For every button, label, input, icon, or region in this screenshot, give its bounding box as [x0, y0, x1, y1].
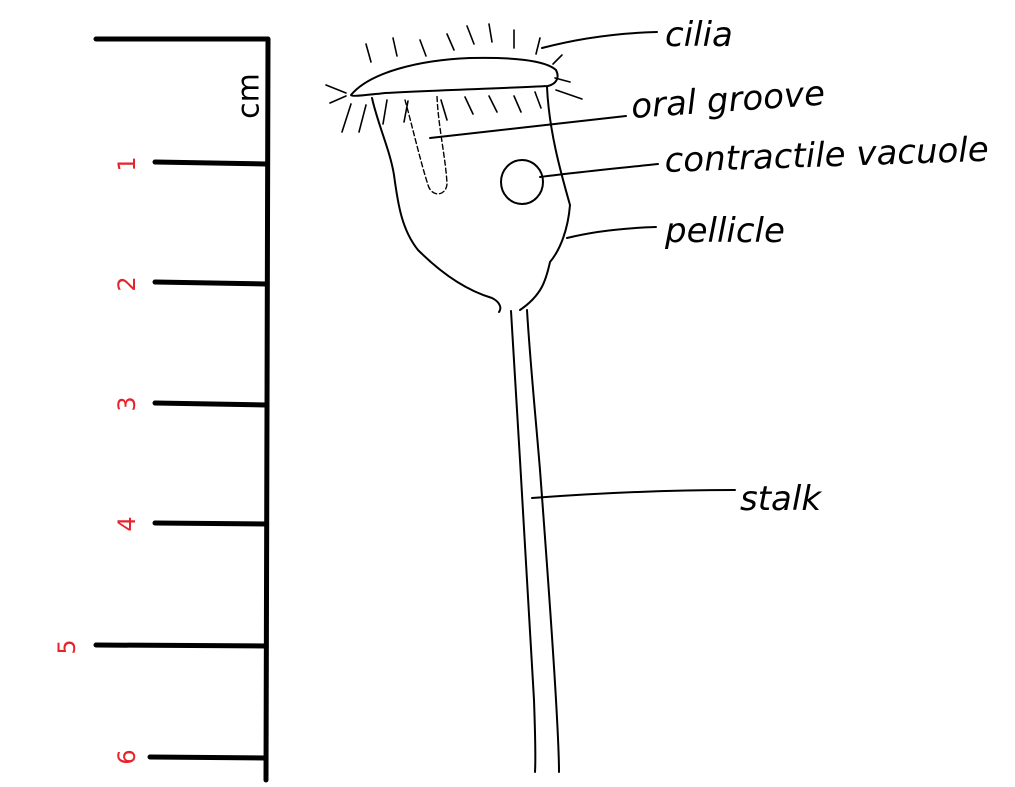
- leader-oral-groove: [429, 115, 627, 139]
- labels: cilia oral groove contractile vacuole pe…: [630, 15, 989, 519]
- ruler: cm 1 2 3 4 5 6: [53, 36, 271, 783]
- ruler-tick-number-2: 2: [113, 276, 141, 291]
- ruler-tick-4: [152, 520, 269, 527]
- ruler-unit-label: cm: [232, 73, 267, 119]
- contractile-vacuole-shape: [500, 159, 544, 205]
- label-oral-groove: oral groove: [630, 74, 826, 127]
- ruler-tick-5: [93, 642, 269, 649]
- ruler-spine: [93, 36, 271, 783]
- leader-cilia: [541, 31, 658, 49]
- bell-body: [371, 97, 502, 313]
- ruler-tick-2: [152, 279, 269, 287]
- ruler-tick-number-3: 3: [113, 396, 141, 411]
- leader-contractile-vacuole: [539, 163, 659, 178]
- label-stalk: stalk: [740, 479, 822, 519]
- leader-lines: [429, 31, 736, 499]
- stalk-right: [526, 309, 560, 773]
- label-pellicle: pellicle: [664, 211, 785, 251]
- ruler-tick-number-6: 6: [113, 749, 141, 764]
- cilia-strokes: [325, 23, 583, 133]
- vorticella-organism: [325, 23, 583, 773]
- label-cilia: cilia: [665, 15, 733, 55]
- leader-stalk: [531, 489, 736, 499]
- bell-body-right: [519, 86, 571, 311]
- leader-pellicle: [566, 226, 657, 239]
- ruler-tick-3: [152, 400, 269, 408]
- label-contractile-vacuole: contractile vacuole: [664, 130, 989, 181]
- oral-groove-shape: [404, 95, 448, 195]
- ruler-tick-numbers: 1 2 3 4 5 6: [53, 156, 141, 764]
- ruler-tick-1: [152, 159, 269, 167]
- ruler-tick-number-5: 5: [53, 639, 81, 654]
- peristome-rim: [350, 56, 559, 97]
- stalk-left: [510, 310, 537, 773]
- ruler-tick-number-1: 1: [113, 156, 141, 171]
- ruler-tick-number-4: 4: [113, 516, 141, 531]
- ruler-tick-6: [147, 754, 269, 761]
